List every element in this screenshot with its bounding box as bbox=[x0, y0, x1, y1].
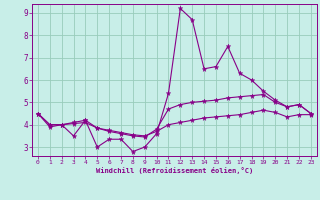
X-axis label: Windchill (Refroidissement éolien,°C): Windchill (Refroidissement éolien,°C) bbox=[96, 167, 253, 174]
